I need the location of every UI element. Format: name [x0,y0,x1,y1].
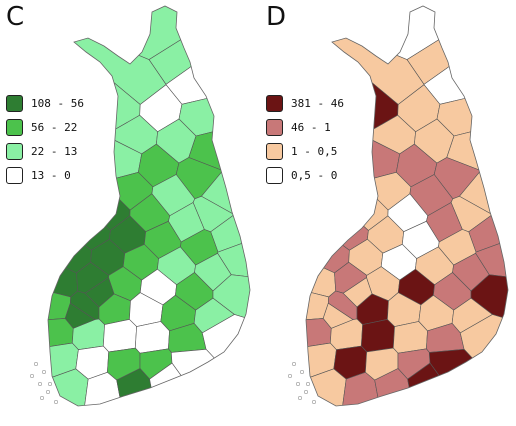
legend-item: 13 - 0 [6,163,84,187]
island [291,361,297,367]
municipality-region [48,368,89,406]
legend-item: 22 - 13 [6,139,84,163]
legend-swatch [6,118,23,136]
municipality-region [342,277,373,308]
island [37,381,43,387]
legend-item: 46 - 1 [266,115,344,139]
panel-letter-d: D [266,2,287,32]
island [41,369,47,375]
municipality-region [84,277,115,308]
legend-label: 22 - 13 [31,144,78,158]
legend-label: 56 - 22 [31,120,78,134]
municipality-region [102,319,137,353]
municipality-region [306,181,350,274]
legend-item: 56 - 22 [6,115,84,139]
legend-c: 108 - 56 56 - 22 22 - 13 13 - 0 [6,91,84,187]
island [45,389,51,395]
municipality-region [64,302,96,329]
archipelago-islands [287,361,317,405]
municipality-region [134,321,170,354]
legend-swatch [266,94,283,112]
legend-item: 1 - 0,5 [266,139,344,163]
country-border [305,5,509,407]
municipality-region [306,6,504,60]
legend-swatch [6,94,23,112]
island [297,395,303,401]
map-panel-d: D 381 - 46 46 - 1 1 - 0,5 0,5 - 0 [258,0,516,426]
island [311,399,317,405]
island [53,399,59,405]
municipality-region [48,6,246,60]
municipality-region [306,368,347,406]
island [287,373,293,379]
island [39,395,45,401]
municipality-region [48,181,92,274]
island [305,381,311,387]
legend-swatch [266,166,283,184]
municipality-region [428,348,508,406]
finland-map-d [287,5,509,407]
legend-item: 0,5 - 0 [266,163,344,187]
finland-map-c [29,5,251,407]
legend-swatch [266,118,283,136]
island [295,381,301,387]
legend-item: 381 - 46 [266,91,344,115]
municipality-region [170,348,250,406]
legend-swatch [6,166,23,184]
panel-letter-c: C [6,2,25,32]
legend-swatch [266,142,283,160]
map-panel-c: C 108 - 56 56 - 22 22 - 13 13 - 0 [6,2,251,407]
legend-label: 381 - 46 [291,96,344,110]
archipelago-islands [29,361,59,405]
island [299,369,305,375]
legend-label: 13 - 0 [31,168,71,182]
legend-d: 381 - 46 46 - 1 1 - 0,5 0,5 - 0 [266,91,344,187]
island [33,361,39,367]
legend-swatch [6,142,23,160]
legend-label: 0,5 - 0 [291,168,338,182]
legend-label: 46 - 1 [291,120,331,134]
legend-label: 1 - 0,5 [291,144,338,158]
municipality-region [322,302,354,329]
island [47,381,53,387]
municipality-region [360,319,395,353]
legend-label: 108 - 56 [31,96,84,110]
municipality-regions [48,6,250,406]
legend-item: 108 - 56 [6,91,84,115]
island [303,389,309,395]
municipality-region [392,321,428,354]
island [29,373,35,379]
municipality-regions [306,6,508,406]
country-border [47,5,251,407]
